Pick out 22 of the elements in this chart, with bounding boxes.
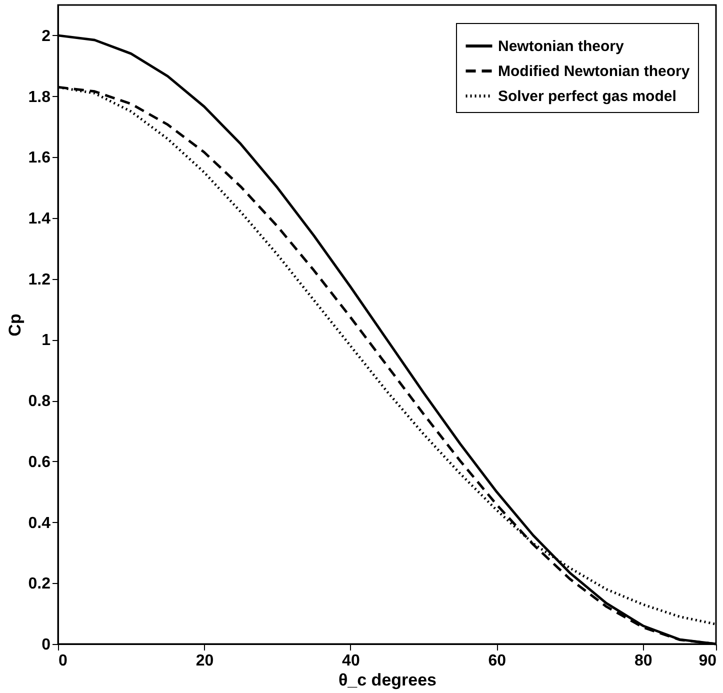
y-tick-label: 0.2 <box>28 576 51 593</box>
y-tick-label: 1.6 <box>28 150 51 167</box>
x-tick-label: 0 <box>58 652 68 670</box>
x-tick-label: 40 <box>342 652 360 670</box>
y-tick-label: 0.4 <box>28 514 51 532</box>
legend-label: Solver perfect gas model <box>498 88 676 105</box>
y-tick-label: 0.8 <box>28 393 51 410</box>
y-tick-label: 1.2 <box>28 271 51 288</box>
y-tick-label: 1 <box>42 332 51 350</box>
legend-label: Modified Newtonian theory <box>498 63 690 80</box>
y-tick-label: 2 <box>42 28 51 45</box>
x-tick-label: 60 <box>488 652 506 670</box>
y-tick-label: 1.8 <box>28 88 51 106</box>
legend-label: Newtonian theory <box>498 38 624 55</box>
y-axis-title: Cp <box>5 314 24 336</box>
y-tick-label: 1.4 <box>28 210 51 228</box>
x-tick-label: 90 <box>698 652 717 670</box>
x-tick-label: 80 <box>634 652 652 670</box>
x-axis-title: θ_c degrees <box>338 670 437 690</box>
x-tick-label: 20 <box>196 652 214 670</box>
y-tick-label: 0.6 <box>28 454 51 471</box>
y-tick-label: 0 <box>42 636 51 654</box>
